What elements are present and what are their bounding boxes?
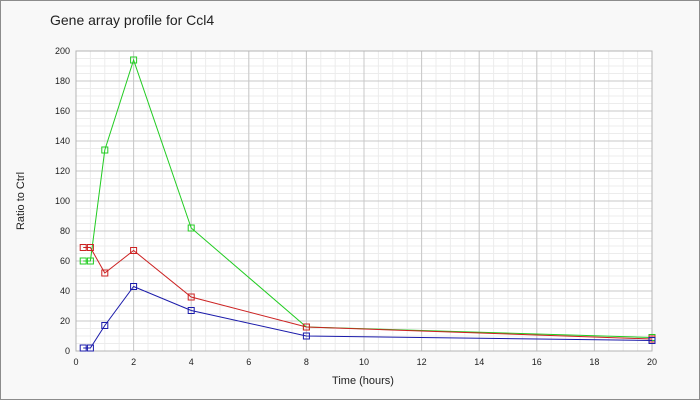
plot-border	[75, 50, 653, 352]
x-tick-label: 12	[417, 357, 427, 367]
y-tick-label: 200	[55, 46, 70, 56]
y-tick-label: 60	[60, 256, 70, 266]
series-0-point	[86, 257, 94, 265]
y-tick-label: 80	[60, 226, 70, 236]
series-1-point	[130, 247, 138, 254]
series-1-point	[101, 269, 109, 277]
y-tick-label: 180	[55, 76, 70, 86]
x-tick-label: 6	[246, 357, 251, 367]
y-tick-label: 140	[55, 136, 70, 146]
series-0-point	[101, 146, 109, 154]
series-2-point	[130, 283, 138, 290]
x-axis-label: Time (hours)	[332, 375, 394, 387]
series-1-point	[302, 323, 310, 331]
y-tick-label: 20	[60, 316, 70, 326]
y-tick-label: 40	[60, 286, 70, 296]
series-1-point	[79, 244, 87, 251]
series-2-point	[101, 322, 109, 329]
chart-title: Gene array profile for Ccl4	[50, 12, 215, 28]
y-tick-label: 0	[65, 346, 70, 356]
x-tick-label: 0	[73, 357, 78, 367]
series-0-point	[79, 257, 87, 265]
x-tick-label: 2	[131, 357, 136, 367]
x-tick-label: 4	[189, 357, 194, 367]
y-tick-label: 160	[55, 106, 70, 116]
series-0-point	[187, 224, 195, 232]
x-tick-label: 14	[474, 357, 484, 367]
series-2-point	[187, 307, 195, 314]
series-2-point	[302, 332, 310, 340]
y-tick-label: 100	[55, 196, 70, 206]
series-0-point	[130, 56, 138, 64]
series-2-line	[83, 285, 653, 349]
series-2-point	[79, 344, 87, 352]
x-tick-label: 10	[359, 357, 369, 367]
series-1-point	[86, 244, 94, 251]
series-2-point	[86, 344, 94, 352]
x-tick-label: 20	[647, 357, 657, 367]
series-1-point	[187, 293, 195, 301]
x-tick-label: 16	[532, 357, 542, 367]
series-2-point	[648, 337, 656, 344]
series-1-line	[83, 247, 653, 340]
y-tick-label: 120	[55, 166, 70, 176]
x-tick-label: 18	[589, 357, 599, 367]
x-tick-label: 8	[304, 357, 309, 367]
